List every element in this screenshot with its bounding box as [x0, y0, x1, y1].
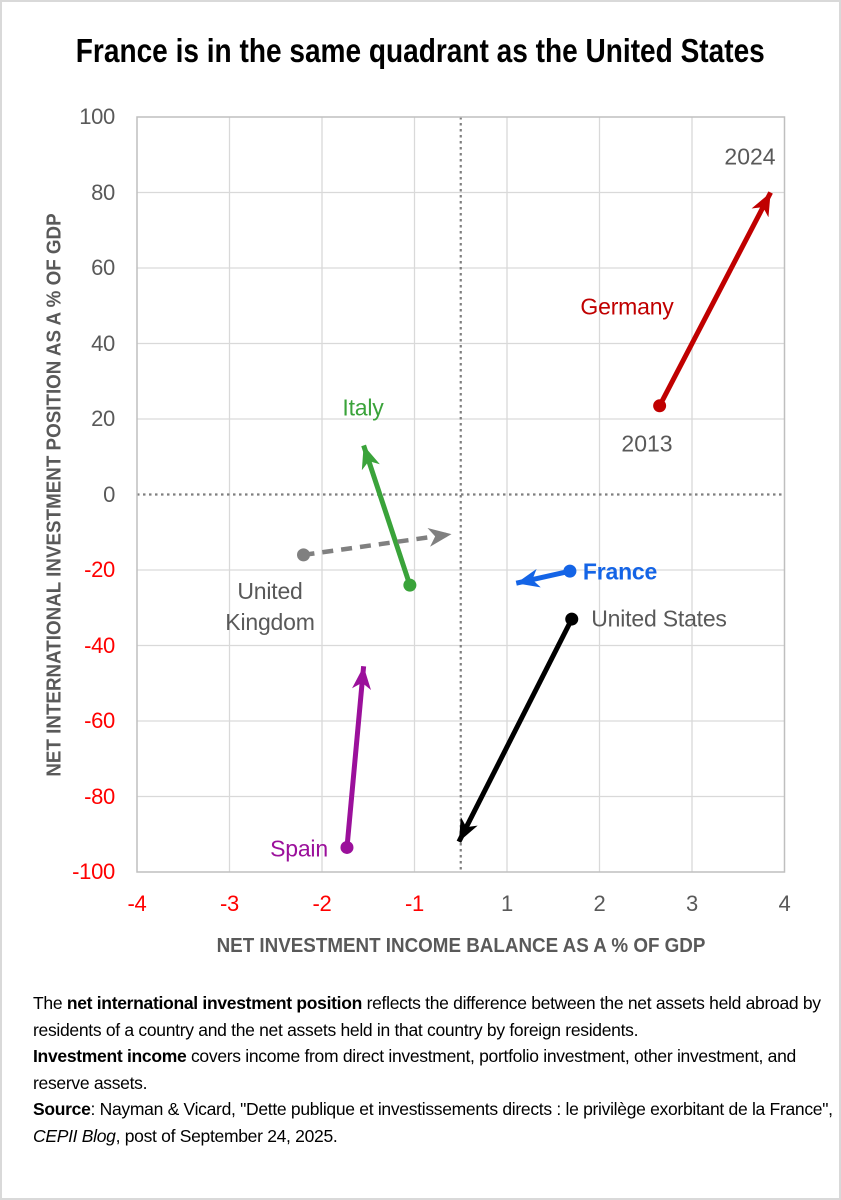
plot-area — [136, 116, 786, 873]
start-dot-spain — [340, 840, 354, 854]
footer-text: covers income from direct investment, po… — [33, 1046, 796, 1093]
footer-blog-name: CEPII Blog — [33, 1125, 116, 1146]
y-tick-label-100: 100 — [79, 104, 115, 129]
x-tick-label-2: 2 — [593, 891, 606, 916]
start-dot-united-states — [565, 612, 579, 626]
footer-text: , post of September 24, 2025. — [115, 1125, 338, 1146]
label-france: France — [582, 558, 658, 585]
plot-border — [136, 116, 786, 873]
start-dot-united-kingdom — [297, 548, 310, 562]
label-united-kingdom: United Kingdom — [225, 576, 315, 638]
y-tick-label--100: -100 — [72, 859, 115, 884]
x-axis-title: NET INVESTMENT INCOME BALANCE AS A % OF … — [137, 935, 785, 958]
y-axis-title: NET INTERNATIONAL INVESTMENT POSITION AS… — [43, 213, 66, 777]
start-dot-germany — [653, 399, 667, 413]
label-germany: Germany — [580, 293, 674, 320]
arrow-france — [515, 568, 571, 588]
arrow-united-kingdom — [303, 527, 452, 558]
x-axis-title-text: NET INVESTMENT INCOME BALANCE AS A % OF … — [216, 935, 706, 957]
year-label-2013: 2013 — [621, 430, 673, 457]
footer-text: : Nayman & Vicard, "Dette publique et in… — [90, 1099, 833, 1119]
arrow-spain — [344, 666, 371, 848]
footer-text-bold: Investment income — [33, 1046, 187, 1066]
x-tick-label-3: 3 — [686, 891, 698, 916]
y-tick-label-40: 40 — [91, 330, 115, 356]
x-tick-label-1: 1 — [501, 891, 513, 916]
footer-paragraph-1: The net international investment positio… — [33, 990, 839, 1043]
y-tick-label--20: -20 — [84, 557, 115, 582]
footer-text: reflects the difference between the net … — [33, 993, 821, 1040]
x-tick-label-4: 4 — [778, 891, 791, 916]
chart-title-text: France is in the same quadrant as the Un… — [76, 32, 765, 69]
label-united-kingdom-line1: United — [237, 578, 303, 604]
chart-title: France is in the same quadrant as the Un… — [2, 32, 839, 70]
x-tick-label--2: -2 — [312, 891, 332, 916]
footer-paragraph-source: Source: Nayman & Vicard, "Dette publique… — [33, 1096, 839, 1149]
y-tick-label-60: 60 — [91, 255, 115, 280]
y-tick-label-20: 20 — [91, 406, 115, 431]
y-tick-label--80: -80 — [84, 783, 115, 809]
x-tick-label--3: -3 — [220, 891, 239, 916]
footer-paragraph-2: Investment income covers income from dir… — [33, 1043, 839, 1096]
start-dot-italy — [403, 578, 417, 592]
x-tick-label--4: -4 — [127, 891, 147, 916]
label-united-states: United States — [591, 605, 727, 632]
label-italy: Italy — [342, 394, 384, 421]
x-tick-label--1: -1 — [405, 891, 424, 916]
y-tick-label--40: -40 — [84, 632, 115, 658]
start-dot-france — [563, 564, 577, 578]
year-label-2024: 2024 — [724, 143, 776, 170]
arrow-germany — [657, 191, 773, 407]
label-united-kingdom-line2: Kingdom — [225, 609, 315, 635]
footer-notes: The net international investment positio… — [33, 990, 839, 1149]
footer-source-label: Source — [33, 1099, 91, 1119]
y-tick-label--60: -60 — [84, 708, 115, 733]
arrow-italy — [361, 444, 413, 586]
label-spain: Spain — [270, 835, 328, 862]
arrow-united-states — [456, 617, 574, 843]
y-tick-label-0: 0 — [103, 481, 115, 507]
footer-text: The — [33, 993, 67, 1013]
footer-text-bold: net international investment position — [66, 993, 363, 1013]
y-tick-label-80: 80 — [91, 179, 115, 205]
